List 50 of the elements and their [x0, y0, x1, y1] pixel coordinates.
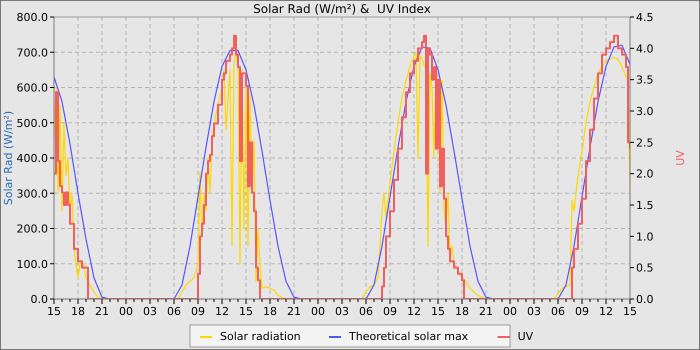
x-tick-label: 21: [287, 305, 301, 318]
chart-title: Solar Rad (W/m²) & UV Index: [253, 2, 431, 16]
x-tick-label: 03: [335, 305, 349, 318]
y-tick-label: 100.0: [16, 258, 48, 271]
y-tick-label: 500.0: [16, 116, 48, 130]
x-tick-label: 21: [479, 305, 493, 318]
y2-axis-title: UV: [674, 150, 687, 166]
y-tick-label: 0.0: [30, 293, 48, 306]
y2-tick-label: 2.0: [636, 168, 654, 181]
y2-tick-label: 2.5: [636, 136, 654, 150]
x-tick-label: 03: [143, 305, 157, 318]
x-tick-label: 15: [47, 305, 61, 318]
y2-tick-label: 4.0: [636, 42, 654, 56]
x-tick-label: 00: [503, 305, 517, 318]
y2-tick-label: 0.0: [636, 293, 654, 306]
x-tick-label: 09: [383, 305, 397, 318]
x-tick-label: 15: [239, 305, 253, 318]
x-tick-label: 03: [527, 305, 541, 318]
x-tick-label: 06: [551, 305, 565, 318]
x-tick-label: 06: [359, 305, 373, 318]
y-tick-label: 400.0: [16, 152, 48, 165]
x-tick-label: 18: [71, 305, 85, 318]
y2-tick-label: 1.5: [636, 199, 654, 212]
y2-tick-label: 4.5: [636, 11, 654, 24]
x-tick-label: 18: [263, 305, 277, 318]
y-tick-label: 700.0: [16, 46, 48, 60]
x-tick-label: 06: [167, 305, 181, 318]
y-tick-label: 600.0: [16, 82, 48, 94]
y2-tick-label: 0.5: [636, 262, 654, 275]
y-tick-label: 200.0: [16, 222, 48, 236]
legend-label: Solar radiation: [220, 330, 301, 343]
x-tick-label: 12: [215, 305, 229, 318]
x-tick-label: 00: [119, 305, 133, 318]
x-tick-label: 12: [407, 305, 421, 318]
y2-tick-label: 1.0: [636, 230, 654, 244]
x-tick-label: 18: [455, 305, 469, 318]
x-tick-label: 15: [431, 305, 445, 318]
x-tick-label: 15: [623, 305, 637, 318]
x-tick-label: 12: [599, 305, 613, 318]
x-tick-label: 00: [311, 305, 325, 318]
y-tick-label: 800.0: [16, 11, 48, 24]
legend-label: Theoretical solar max: [348, 330, 469, 343]
x-tick-label: 21: [95, 305, 109, 318]
x-tick-label: 09: [575, 305, 589, 318]
y-axis-title: Solar Rad (W/m²): [2, 110, 15, 206]
y-tick-label: 300.0: [16, 187, 48, 200]
y2-tick-label: 3.5: [636, 74, 654, 87]
legend-label: UV: [518, 330, 534, 343]
y2-tick-label: 3.0: [636, 105, 654, 118]
x-tick-label: 09: [191, 305, 205, 318]
